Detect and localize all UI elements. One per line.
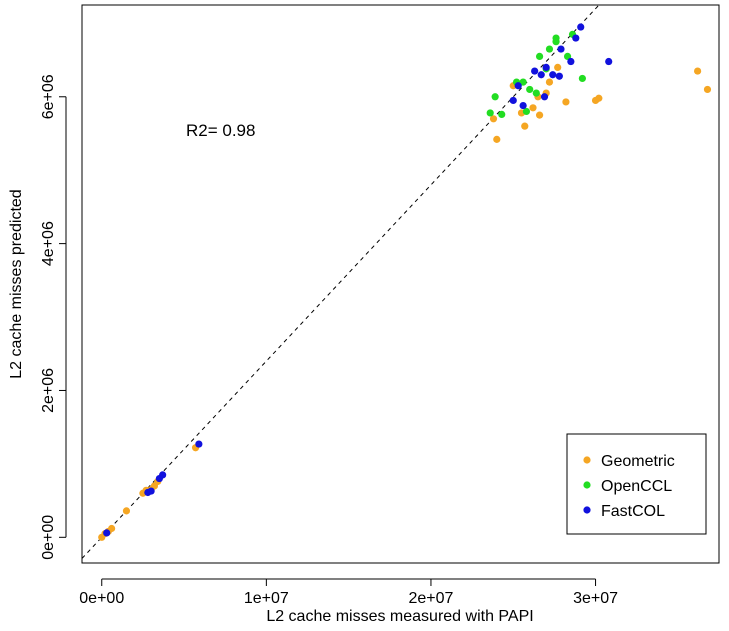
x-tick-label: 3e+07 xyxy=(573,590,618,607)
data-points xyxy=(98,23,712,541)
point-geometric xyxy=(703,85,712,94)
point-fastcol xyxy=(540,93,549,101)
point-openccl xyxy=(578,74,586,83)
point-openccl xyxy=(519,78,527,86)
legend-label-fastcol: FastCOL xyxy=(601,503,665,520)
point-openccl xyxy=(491,93,499,101)
point-fastcol xyxy=(195,440,203,448)
point-geometric xyxy=(554,63,562,72)
legend: Geometric OpenCCL FastCOL xyxy=(566,433,707,535)
point-fastcol xyxy=(605,57,613,66)
point-geometric xyxy=(122,507,131,515)
point-fastcol xyxy=(577,23,585,31)
point-geometric xyxy=(493,135,501,143)
y-tick-label: 2e+06 xyxy=(40,368,57,413)
y-axis-label: L2 cache misses predicted xyxy=(8,189,25,378)
point-fastcol xyxy=(555,72,563,80)
point-fastcol xyxy=(537,71,545,79)
x-axis-label: L2 cache misses measured with PAPI xyxy=(266,608,533,625)
x-tick-label: 1e+07 xyxy=(244,590,289,607)
point-geometric xyxy=(694,67,702,75)
point-openccl xyxy=(526,85,534,94)
legend-marker-openccl xyxy=(583,481,591,489)
legend-label-geometric: Geometric xyxy=(601,453,675,470)
point-openccl xyxy=(563,52,572,60)
point-fastcol xyxy=(572,34,580,42)
point-fastcol xyxy=(147,487,155,495)
y-tick-label: 4e+06 xyxy=(40,221,57,266)
x-tick-label: 2e+07 xyxy=(408,590,453,607)
point-openccl xyxy=(535,52,544,60)
point-geometric xyxy=(595,94,603,102)
point-geometric xyxy=(489,115,498,123)
point-geometric xyxy=(535,111,544,119)
point-geometric xyxy=(108,524,116,533)
x-tick-label: 0e+00 xyxy=(79,590,124,607)
x-axis: 0e+00 1e+07 2e+07 3e+07 xyxy=(79,578,618,607)
point-geometric xyxy=(529,104,537,112)
y-tick-label: 0e+00 xyxy=(40,515,57,560)
point-fastcol xyxy=(542,63,550,72)
point-fastcol xyxy=(549,71,557,79)
point-fastcol xyxy=(103,529,111,537)
legend-marker-fastcol xyxy=(583,506,591,514)
point-openccl xyxy=(532,89,540,97)
point-openccl xyxy=(486,109,494,117)
r2-annotation: R2= 0.98 xyxy=(186,121,255,140)
point-geometric xyxy=(545,78,554,86)
point-openccl xyxy=(545,45,554,53)
legend-items: Geometric OpenCCL FastCOL xyxy=(583,453,675,520)
plot-area xyxy=(81,4,720,564)
point-openccl xyxy=(522,107,531,116)
plot-frame xyxy=(81,4,720,564)
reference-line xyxy=(81,4,600,559)
point-geometric xyxy=(521,122,529,130)
point-fastcol xyxy=(514,82,522,90)
y-axis: 0e+00 2e+06 4e+06 6e+06 xyxy=(40,74,67,560)
point-fastcol xyxy=(519,101,527,110)
point-fastcol xyxy=(557,45,565,53)
point-fastcol xyxy=(159,471,167,479)
point-openccl xyxy=(552,38,560,46)
y-tick-label: 6e+06 xyxy=(40,74,57,119)
point-fastcol xyxy=(509,96,517,105)
point-geometric xyxy=(562,98,570,106)
point-openccl xyxy=(498,110,506,118)
point-fastcol xyxy=(531,67,539,75)
legend-label-openccl: OpenCCL xyxy=(601,478,672,495)
point-fastcol xyxy=(567,57,575,66)
legend-marker-geometric xyxy=(583,456,591,464)
